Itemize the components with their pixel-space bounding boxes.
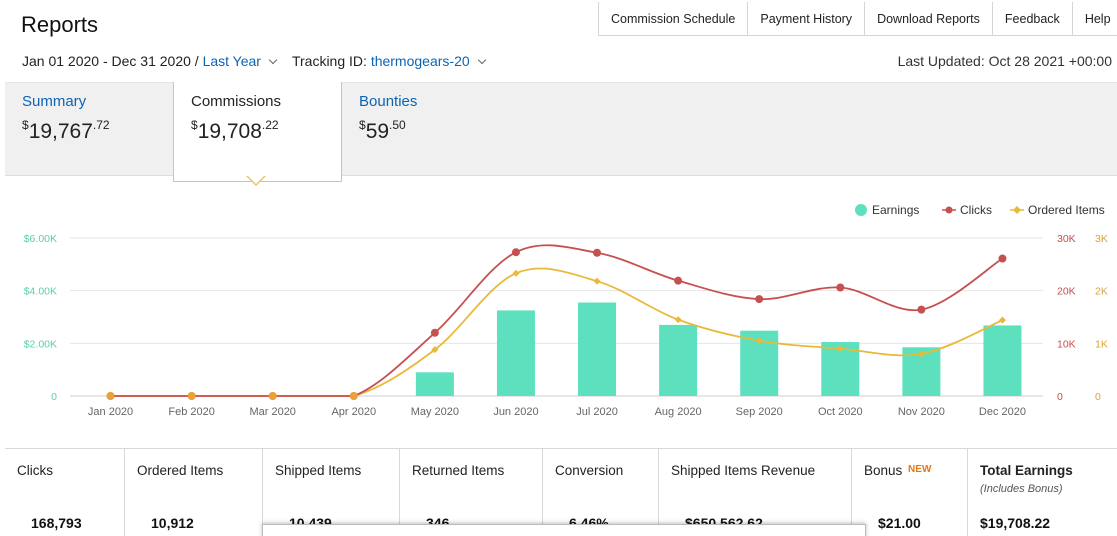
earnings-bar <box>659 324 698 396</box>
earnings-bar <box>415 372 454 396</box>
right-tick-label-ordered: 1K <box>1095 338 1108 350</box>
clicks-point <box>998 254 1007 263</box>
clicks-point <box>593 248 602 257</box>
clicks-point <box>430 328 439 337</box>
x-tick-label: Dec 2020 <box>979 406 1026 418</box>
tab-commissions[interactable]: Commissions $19,708.22 <box>173 82 342 182</box>
tab-bounties-label[interactable]: Bounties <box>359 93 418 110</box>
stat-shipped-items: Shipped Items 10,439 <box>263 449 400 536</box>
top-nav: Commission Schedule Payment History Down… <box>598 2 1117 36</box>
x-tick-label: Jul 2020 <box>576 406 618 418</box>
clicks-point <box>511 248 520 257</box>
clicks-point <box>106 392 115 400</box>
legend-earnings-label: Earnings <box>872 203 919 217</box>
tab-summary-label[interactable]: Summary <box>22 93 87 110</box>
x-tick-label: Aug 2020 <box>655 406 702 418</box>
clicks-point <box>349 392 358 400</box>
left-tick-label: $4.00K <box>24 286 57 298</box>
left-tick-label: $2.00K <box>24 338 57 350</box>
stat-total-earnings: Total Earnings (Includes Bonus) $19,708.… <box>980 463 1073 531</box>
clicks-point <box>917 305 926 314</box>
tracking-id-dropdown[interactable]: thermogears-20 <box>370 53 470 69</box>
payment-history-button[interactable]: Payment History <box>748 2 866 35</box>
tracking-label: Tracking ID: <box>291 53 367 69</box>
ordered-items-point <box>998 316 1006 324</box>
chart-svg: 0 0 0 $2.00K 10K 1K $4.00K 20K 2K $6.00K 30K 3K Jan … <box>24 203 1108 418</box>
stat-ordered-items: Ordered Items 10,912 <box>125 449 263 536</box>
clicks-point <box>268 392 277 400</box>
left-tick-label: $6.00K <box>24 233 57 245</box>
right-tick-label-clicks: 30K <box>1057 233 1076 245</box>
legend-earnings-marker <box>855 204 867 216</box>
clicks-point <box>836 283 845 292</box>
summary-amount: $19,767.72 <box>22 118 110 143</box>
right-tick-label-ordered: 3K <box>1095 233 1108 245</box>
tab-bounties[interactable]: Bounties $59.50 <box>342 82 434 176</box>
earnings-chart: 0 0 0 $2.00K 10K 1K $4.00K 20K 2K $6.00K 30K 3K Jan … <box>5 177 1117 447</box>
ordered-items-point <box>593 277 601 285</box>
x-tick-label: May 2020 <box>411 406 459 418</box>
page-title: Reports <box>21 12 99 37</box>
period-dropdown[interactable]: Last Year <box>202 53 261 69</box>
clicks-point <box>755 295 764 304</box>
filter-bar: Jan 01 2020 - Dec 31 2020 / Last Year Tr… <box>22 53 495 69</box>
tab-commissions-label[interactable]: Commissions <box>191 93 282 110</box>
stats-bar: Clicks 168,793 Ordered Items 10,912 Ship… <box>5 448 1117 536</box>
stat-bonus: Bonus NEW $21.00 <box>852 449 968 536</box>
help-button[interactable]: Help <box>1084 12 1111 26</box>
x-tick-label: Apr 2020 <box>331 406 376 418</box>
stat-shipped-items-revenue: Shipped Items Revenue $650,562.62 <box>659 449 852 536</box>
right-tick-label-ordered: 2K <box>1095 286 1108 298</box>
ordered-items-point <box>836 345 844 353</box>
x-tick-label: Mar 2020 <box>249 406 295 418</box>
overlay-panel <box>262 524 866 536</box>
clicks-point <box>187 392 196 400</box>
chevron-down-icon[interactable] <box>268 55 278 64</box>
download-reports-button[interactable]: Download Reports <box>865 2 993 35</box>
ordered-items-point <box>674 316 682 324</box>
stat-returned-items: Returned Items 346 <box>400 449 543 536</box>
commission-schedule-button[interactable]: Commission Schedule <box>599 2 749 35</box>
tab-summary[interactable]: Summary $19,767.72 <box>5 82 127 176</box>
bounties-amount: $59.50 <box>359 118 406 143</box>
chevron-down-icon[interactable] <box>477 55 486 64</box>
x-tick-label: Jun 2020 <box>493 406 538 418</box>
x-tick-label: Jan 2020 <box>88 406 133 418</box>
ordered-items-point <box>917 350 925 358</box>
ordered-items-point <box>512 269 520 277</box>
clicks-line <box>110 244 1003 397</box>
commissions-amount: $19,708.22 <box>191 118 279 143</box>
earnings-bar <box>578 302 617 396</box>
right-tick-label-clicks: 20K <box>1057 286 1076 298</box>
ordered-items-point <box>755 337 763 345</box>
active-tab-pointer <box>246 175 266 186</box>
ordered-items-point <box>431 346 439 354</box>
x-tick-label: Nov 2020 <box>898 406 945 418</box>
feedback-button[interactable]: Feedback <box>993 2 1073 35</box>
ordered-items-line <box>110 267 1003 397</box>
earnings-bar <box>983 325 1022 396</box>
earnings-bar <box>496 310 535 396</box>
stat-conversion: Conversion 6.46% <box>543 449 659 536</box>
legend-clicks-marker <box>945 206 953 214</box>
left-tick-label: 0 <box>51 391 57 403</box>
legend-ordered-marker <box>1013 206 1021 214</box>
new-badge: NEW <box>908 464 932 475</box>
clicks-point <box>674 276 683 285</box>
x-tick-label: Oct 2020 <box>818 406 863 418</box>
legend-clicks-label: Clicks <box>960 203 992 217</box>
right-tick-label-clicks: 10K <box>1057 338 1076 350</box>
stat-clicks: Clicks 168,793 <box>5 449 125 536</box>
right-tick-label-ordered: 0 <box>1095 391 1101 403</box>
x-tick-label: Sep 2020 <box>736 406 783 418</box>
x-tick-label: Feb 2020 <box>168 406 214 418</box>
legend-ordered-label: Ordered Items <box>1028 203 1105 217</box>
report-tabs <box>5 82 1117 176</box>
last-updated: Last Updated: Oct 28 2021 +00:00 <box>897 53 1112 69</box>
right-tick-label-clicks: 0 <box>1057 391 1063 403</box>
date-range: Jan 01 2020 - Dec 31 2020 / <box>22 53 199 69</box>
